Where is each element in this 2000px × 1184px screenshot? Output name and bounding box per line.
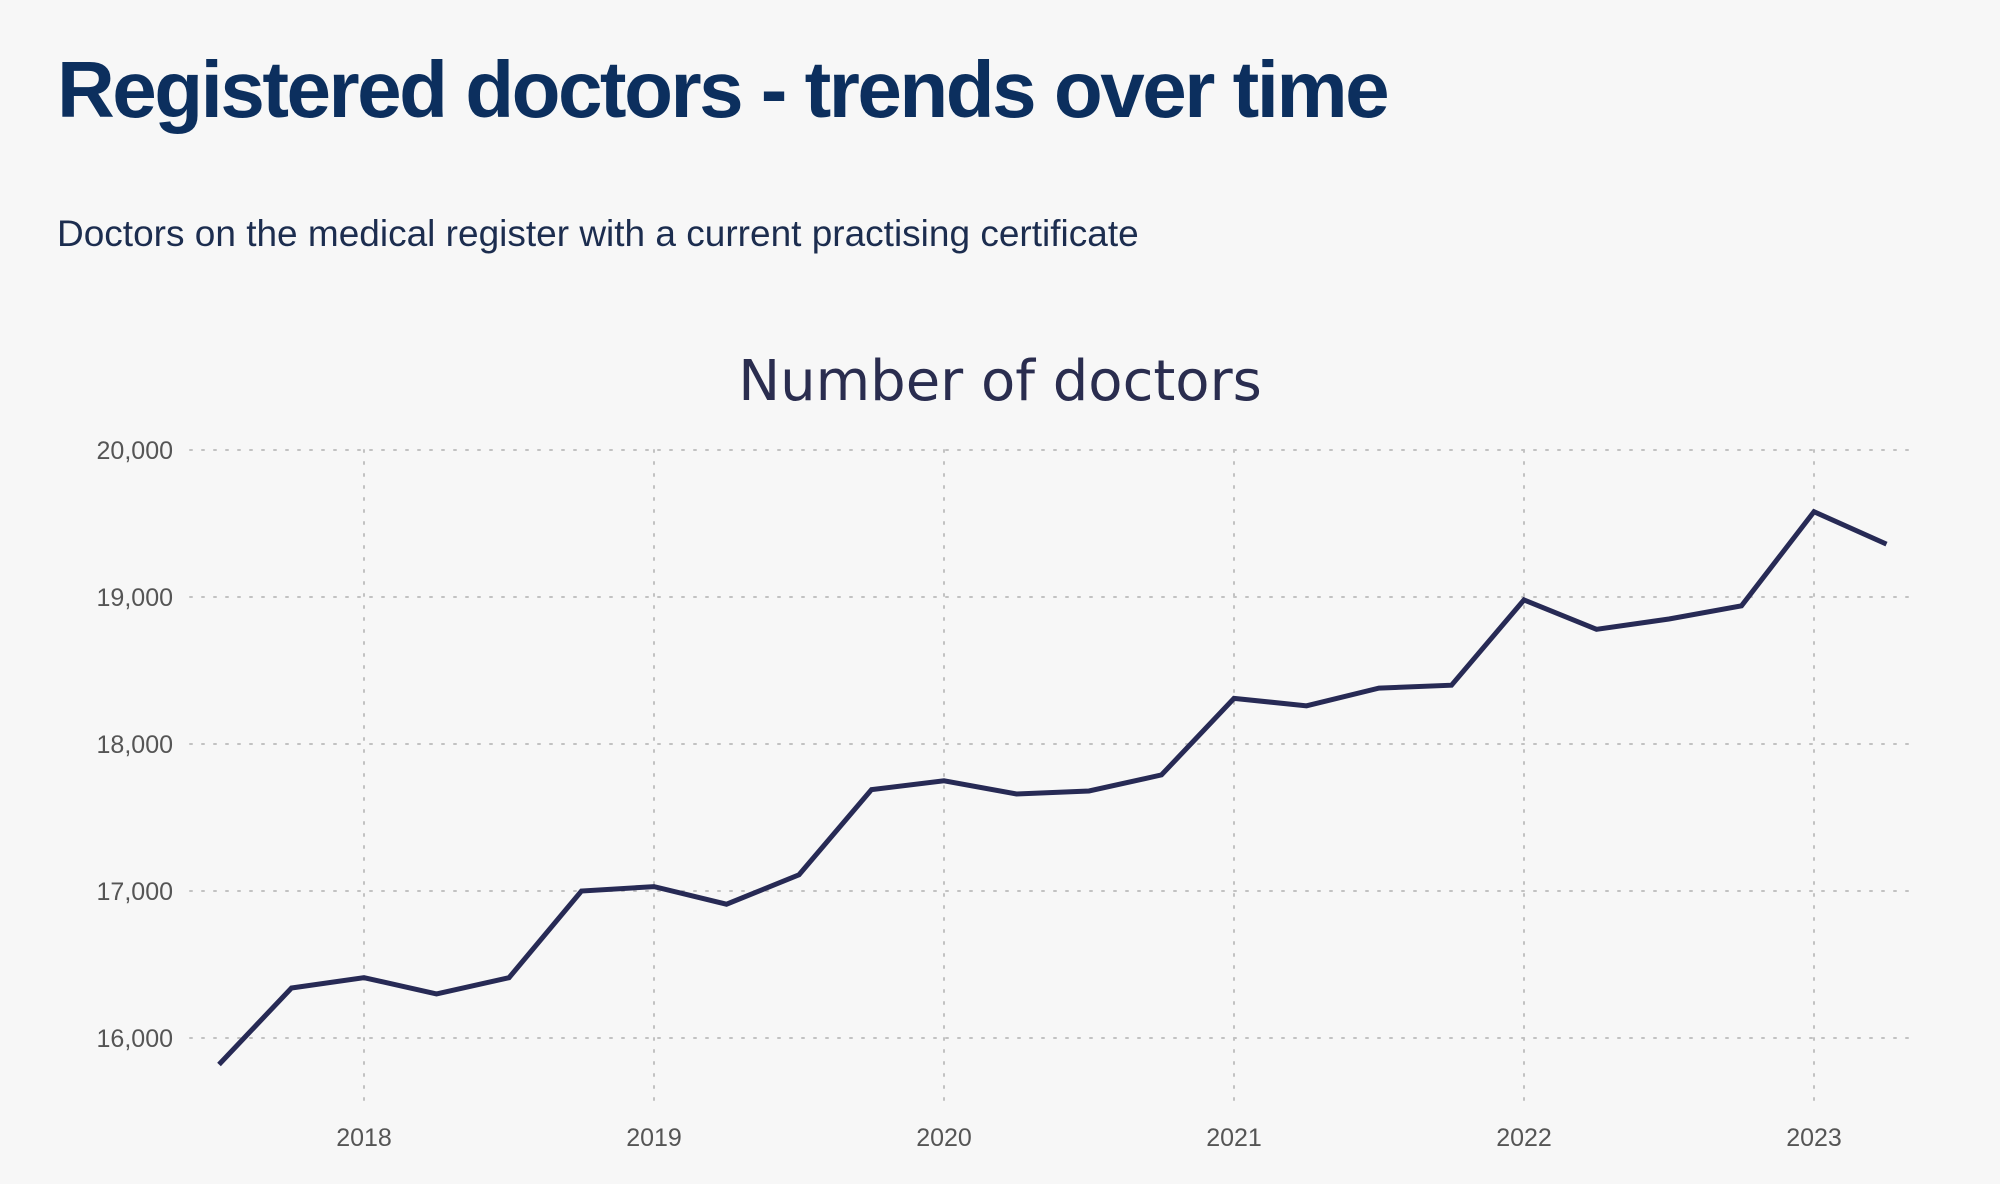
page-title: Registered doctors - trends over time bbox=[57, 45, 1390, 134]
data-point bbox=[1666, 616, 1672, 622]
data-point bbox=[1014, 791, 1020, 797]
y-tick-label: 19,000 bbox=[97, 584, 173, 612]
chart-title: Number of doctors bbox=[738, 349, 1262, 414]
data-point bbox=[724, 901, 730, 907]
data-point bbox=[216, 1062, 222, 1068]
data-point bbox=[1594, 626, 1600, 632]
data-point bbox=[796, 872, 802, 878]
data-point bbox=[1159, 772, 1165, 778]
y-tick-label: 18,000 bbox=[97, 731, 173, 759]
data-point bbox=[1376, 685, 1382, 691]
data-point bbox=[289, 985, 295, 991]
data-point bbox=[869, 787, 875, 793]
x-tick-label: 2018 bbox=[336, 1124, 392, 1152]
data-point bbox=[1449, 682, 1455, 688]
data-point bbox=[1884, 541, 1890, 547]
y-tick-label: 20,000 bbox=[97, 437, 173, 465]
data-point bbox=[1086, 788, 1092, 794]
data-point bbox=[506, 975, 512, 981]
y-tick-label: 16,000 bbox=[97, 1025, 173, 1053]
data-point bbox=[1811, 509, 1817, 515]
data-point bbox=[434, 991, 440, 997]
grid-layer bbox=[189, 449, 1909, 1111]
data-point bbox=[1521, 597, 1527, 603]
page-subtitle: Doctors on the medical register with a c… bbox=[57, 213, 1139, 254]
x-tick-label: 2020 bbox=[916, 1124, 972, 1152]
data-point bbox=[361, 975, 367, 981]
x-tick-label: 2021 bbox=[1206, 1124, 1262, 1152]
data-point bbox=[941, 778, 947, 784]
series-layer bbox=[216, 508, 1890, 1068]
x-tick-label: 2019 bbox=[626, 1124, 682, 1152]
series-line bbox=[217, 508, 1888, 1067]
y-tick-label: 17,000 bbox=[97, 878, 173, 906]
axis-layer: 16,000 17,000 18,000 19,000 20,000 2018 2019 20… bbox=[97, 437, 1842, 1152]
data-point bbox=[1231, 695, 1237, 701]
data-point bbox=[1304, 703, 1310, 709]
data-point bbox=[579, 888, 585, 894]
data-point bbox=[1739, 603, 1745, 609]
x-tick-label: 2022 bbox=[1496, 1124, 1552, 1152]
x-tick-label: 2023 bbox=[1786, 1124, 1842, 1152]
data-point bbox=[651, 884, 657, 890]
